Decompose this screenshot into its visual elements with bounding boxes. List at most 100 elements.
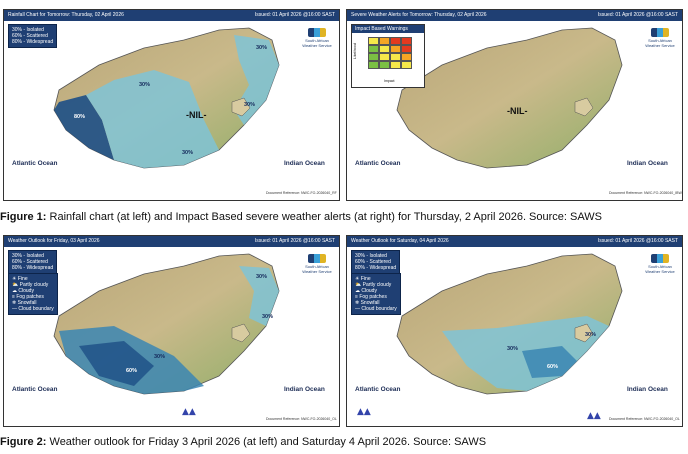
rain-percent: 30% [244,102,256,108]
ocean-label-indian: Indian Ocean [284,386,325,393]
rain-percent: 60% [547,364,559,370]
symbol-item: ❄ Snowfall [12,300,37,306]
matrix-cell [390,53,401,61]
legend-item: 80% - Widespread [12,39,54,45]
ocean-label-atlantic: Atlantic Ocean [355,386,401,393]
ocean-label-atlantic: Atlantic Ocean [355,160,401,167]
matrix-cell [379,45,390,53]
saws-logo-mark [308,254,326,263]
saws-logo: South African Weather Service [300,254,334,276]
rain-percent: 30% [139,82,151,88]
symbol-item: ⛅ Partly cloudy [12,282,49,288]
caption-text: Rainfall chart (at left) and Impact Base… [46,211,603,223]
rain-percent: 30% [256,274,268,280]
matrix-cell [401,37,412,45]
weather-outlook-saturday-map: ▲▲ ▲▲ Weather Outlook for Saturday, 04 A… [346,235,683,427]
legend-item: 80% - Widespread [355,265,397,271]
legend-item: 30% - Isolated [12,27,44,33]
rain-percent: 30% [262,314,274,320]
nil-label: -NIL- [507,106,528,116]
ocean-label-indian: Indian Ocean [284,160,325,167]
matrix-cell [368,37,379,45]
issued-time: Issued: 01 April 2026 @16:00 SAST [597,12,678,18]
cold-front-symbol: ▲▲ [357,407,371,417]
lesotho [231,323,251,343]
symbol-item: ☁ Cloudy [12,288,34,294]
ocean-label-indian: Indian Ocean [627,386,668,393]
matrix-cell [368,61,379,69]
symbol-item: ☀ Fine [355,276,371,282]
rain-legend: 30% - Isolated 60% - Scattered 80% - Wid… [8,24,58,48]
document-reference: Document Reference: NWC-FO-2026040_OL [266,417,337,421]
matrix-cell [379,37,390,45]
caption-label: Figure 2: [0,436,47,448]
map-title: Weather Outlook for Saturday, 04 April 2… [351,238,449,244]
impact-matrix-title: Impact Based Warnings [352,25,424,33]
matrix-cell [379,61,390,69]
rainfall-map-graphic [53,27,280,169]
map-header: Rainfall Chart for Tomorrow: Thursday, 0… [4,10,339,21]
document-reference: Document Reference: NWC-FO-2026040_IBW [609,191,682,195]
legend-item: 30% - Isolated [12,253,44,259]
rain-percent: 30% [182,150,194,156]
issued-time: Issued: 01 April 2026 @16:00 SAST [254,12,335,18]
rain-zone-inner [522,346,577,378]
rain-legend: 30% - Isolated 60% - Scattered 80% - Wid… [351,250,401,274]
saws-logo: South African Weather Service [643,254,677,276]
symbol-item: ⛅ Partly cloudy [355,282,392,288]
rain-zone-central [86,70,219,168]
ocean-label-atlantic: Atlantic Ocean [12,386,58,393]
document-reference: Document Reference: NWC-FO-2026040_RF [266,191,337,195]
rain-percent: 30% [256,45,268,51]
caption-label: Figure 1: [0,211,47,223]
saws-logo-mark [651,254,669,263]
south-africa-landmass [396,27,623,169]
rain-percent: 30% [585,332,597,338]
matrix-cell [368,53,379,61]
matrix-cell [401,53,412,61]
saws-logo-mark [651,28,669,37]
lesotho [574,323,594,343]
figure-2-caption: Figure 2: Weather outlook for Friday 3 A… [0,436,486,448]
issued-time: Issued: 01 April 2026 @16:00 SAST [254,238,335,244]
symbol-item: ☀ Fine [12,276,28,282]
rain-zone-east [239,266,279,326]
matrix-cell [390,61,401,69]
symbol-item: ≡ Fog patches [12,294,44,300]
saws-logo: South African Weather Service [300,28,334,50]
outlook-saturday-graphic: ▲▲ ▲▲ [357,253,623,421]
weather-outlook-friday-map: ▲▲ Weather Outlook for Friday, 03 April … [3,235,340,427]
cold-front-symbol: ▲▲ [587,411,601,421]
rain-percent: 30% [507,346,519,352]
map-title: Rainfall Chart for Tomorrow: Thursday, 0… [8,12,124,18]
document-reference: Document Reference: NWC-FO-2026040_OL [609,417,680,421]
impact-label: Impact [384,79,395,83]
legend-item: 60% - Scattered [12,259,48,265]
map-header: Severe Weather Alerts for Tomorrow: Thur… [347,10,682,21]
legend-item: 30% - Isolated [355,253,387,259]
figure-1-caption: Figure 1: Rainfall chart (at left) and I… [0,211,602,223]
map-title: Severe Weather Alerts for Tomorrow: Thur… [351,12,487,18]
ocean-label-atlantic: Atlantic Ocean [12,160,58,167]
rain-percent: 30% [154,354,166,360]
issued-time: Issued: 01 April 2026 @16:00 SAST [597,238,678,244]
nil-label: -NIL- [186,110,207,120]
matrix-cell [368,45,379,53]
matrix-cell [390,45,401,53]
rain-zone-west-heavy [54,95,114,160]
legend-item: 80% - Widespread [12,265,54,271]
symbol-item: ❄ Snowfall [355,300,380,306]
symbol-legend: ☀ Fine ⛅ Partly cloudy ☁ Cloudy ≡ Fog pa… [351,273,401,315]
matrix-cell [379,53,390,61]
cold-front-symbol: ▲▲ [182,407,196,417]
rain-zone-south-inner [79,341,154,386]
symbol-item: — Cloud boundary [12,306,54,312]
map-header: Weather Outlook for Friday, 03 April 202… [4,236,339,247]
matrix-cell [401,61,412,69]
alerts-map-graphic [396,27,623,169]
outlook-friday-graphic: ▲▲ [53,253,280,417]
map-header: Weather Outlook for Saturday, 04 April 2… [347,236,682,247]
ocean-label-indian: Indian Ocean [627,160,668,167]
legend-item: 60% - Scattered [355,259,391,265]
symbol-item: ☁ Cloudy [355,288,377,294]
